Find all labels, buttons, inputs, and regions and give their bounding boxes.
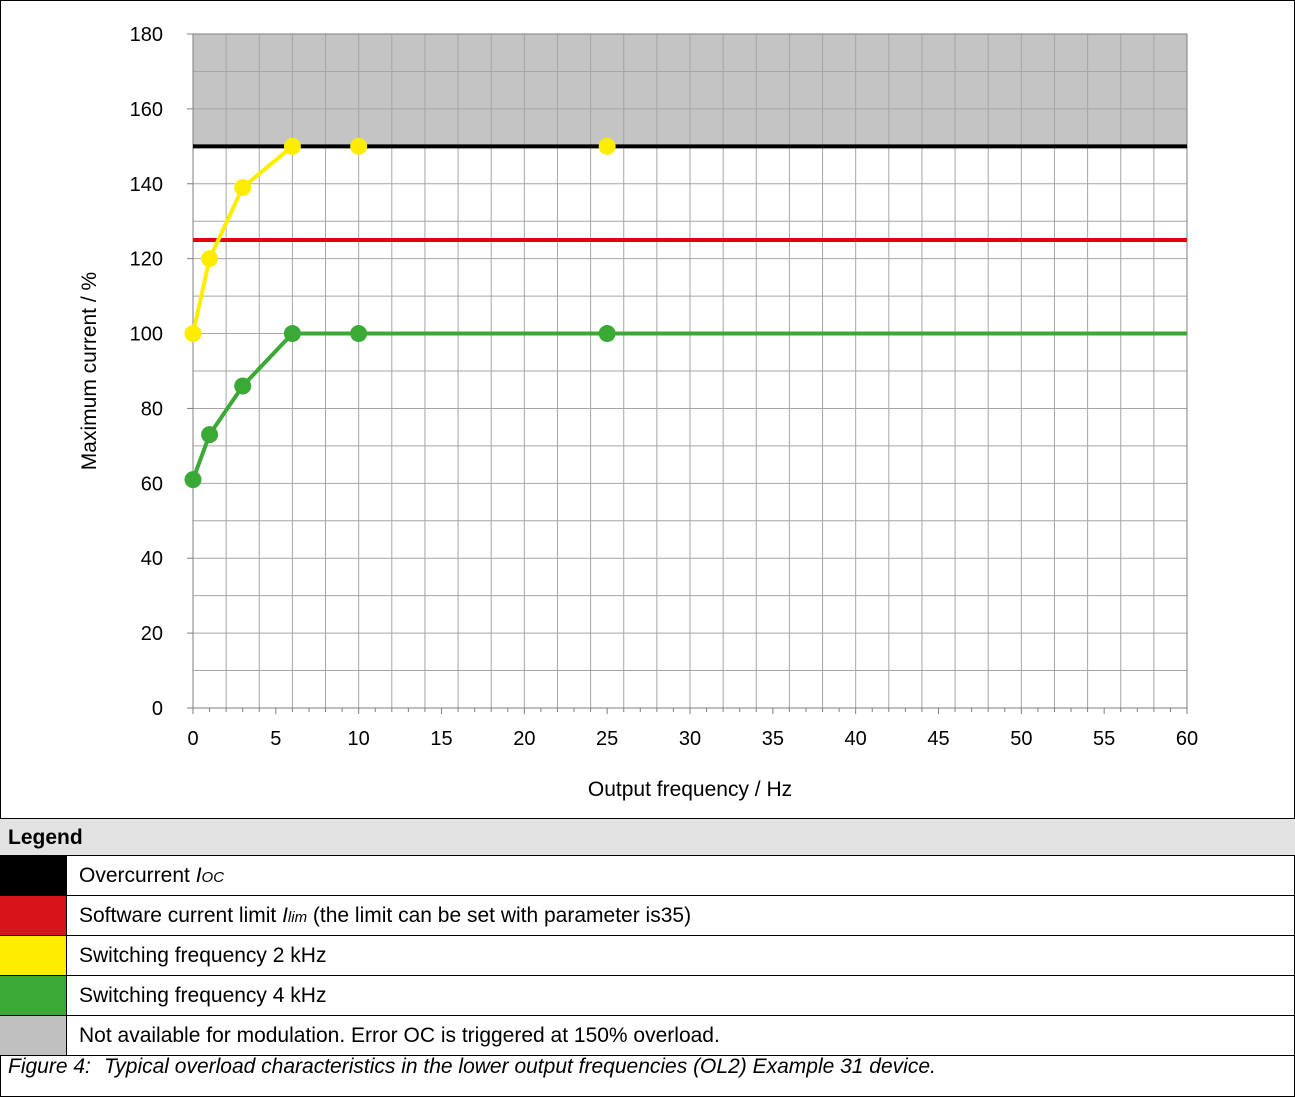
data-point-sw_2khz <box>234 179 252 197</box>
legend-text: Overcurrent <box>79 864 196 887</box>
y-tick-label: 60 <box>141 473 163 495</box>
caption-number: Figure 4: <box>8 1055 91 1078</box>
data-point-sw_4khz <box>234 377 252 395</box>
legend-text: Switching frequency 2 kHz <box>79 944 327 967</box>
legend-item-sw-2khz: Switching frequency 2 kHz <box>0 936 1295 976</box>
legend-text: Switching frequency 4 kHz <box>79 984 327 1007</box>
series-line-sw_2khz <box>191 144 294 334</box>
legend-text: Software current limit <box>79 904 283 927</box>
caption-text: Typical overload characteristics in the … <box>104 1055 936 1078</box>
data-point-sw_2khz <box>184 325 202 343</box>
x-tick-label: 30 <box>679 728 701 750</box>
y-tick-label: 0 <box>152 698 163 720</box>
x-tick-label: 45 <box>927 728 949 750</box>
legend-swatch-black <box>0 856 67 895</box>
x-tick-label: 25 <box>596 728 618 750</box>
data-point-sw_2khz <box>201 250 219 268</box>
data-point-sw_2khz <box>350 137 368 155</box>
data-point-sw_4khz <box>598 325 616 343</box>
data-point-sw_2khz <box>283 137 301 155</box>
legend-swatch-green <box>0 976 67 1015</box>
legend-symbol: I <box>195 864 202 887</box>
x-axis-label: Output frequency / Hz <box>588 778 792 801</box>
legend-swatch-gray <box>0 1016 67 1055</box>
x-tick-label: 60 <box>1176 728 1198 750</box>
y-tick-label: 180 <box>130 24 163 46</box>
y-tick-label: 140 <box>130 174 163 196</box>
x-tick-label: 20 <box>513 728 535 750</box>
x-tick-label: 10 <box>348 728 370 750</box>
y-axis-label: Maximum current / % <box>78 272 101 470</box>
data-point-sw_4khz <box>283 325 301 343</box>
chart: 0 20 40 60 80 100 120 140 160 180 0 5 10 15 20 25 30 35 40… <box>78 24 1198 801</box>
legend-swatch-red <box>0 896 67 935</box>
data-point-sw_4khz <box>184 471 202 489</box>
legend-item-not-available: Not available for modulation. Error OC i… <box>0 1016 1295 1056</box>
y-tick-label: 100 <box>130 324 163 346</box>
data-point-sw_2khz <box>598 137 616 155</box>
x-tick-label: 0 <box>187 728 198 750</box>
data-point-sw_4khz <box>350 325 368 343</box>
legend-text: Not available for modulation. Error OC i… <box>79 1024 720 1047</box>
legend-text-after: (the limit can be set with parameter is3… <box>307 904 692 927</box>
chart-svg: 0 20 40 60 80 100 120 140 160 180 0 5 10 15 20 25 30 35 40… <box>78 24 1198 801</box>
y-tick-label: 160 <box>130 99 163 121</box>
x-tick-label: 35 <box>762 728 784 750</box>
legend-subscript: lim <box>287 909 308 926</box>
legend-header: Legend <box>0 818 1295 856</box>
x-tick-label: 15 <box>430 728 452 750</box>
legend-item-overcurrent: Overcurrent IOC <box>0 856 1295 896</box>
data-point-sw_4khz <box>201 426 219 444</box>
y-tick-label: 80 <box>141 398 163 420</box>
x-tick-label: 5 <box>270 728 281 750</box>
legend-item-sw-4khz: Switching frequency 4 kHz <box>0 976 1295 1016</box>
legend-title: Legend <box>8 826 83 849</box>
y-tick-label: 120 <box>130 249 163 271</box>
y-tick-label: 40 <box>141 548 163 570</box>
legend-item-software-limit: Software current limit Ilim (the limit c… <box>0 896 1295 936</box>
figure-caption: Figure 4: Typical overload characteristic… <box>8 1055 936 1079</box>
legend-swatch-yellow <box>0 936 67 975</box>
legend-symbol: I <box>282 904 288 927</box>
x-tick-label: 50 <box>1010 728 1032 750</box>
x-tick-label: 55 <box>1093 728 1115 750</box>
y-tick-label: 20 <box>141 623 163 645</box>
legend-subscript: OC <box>201 869 225 886</box>
x-tick-label: 40 <box>845 728 867 750</box>
